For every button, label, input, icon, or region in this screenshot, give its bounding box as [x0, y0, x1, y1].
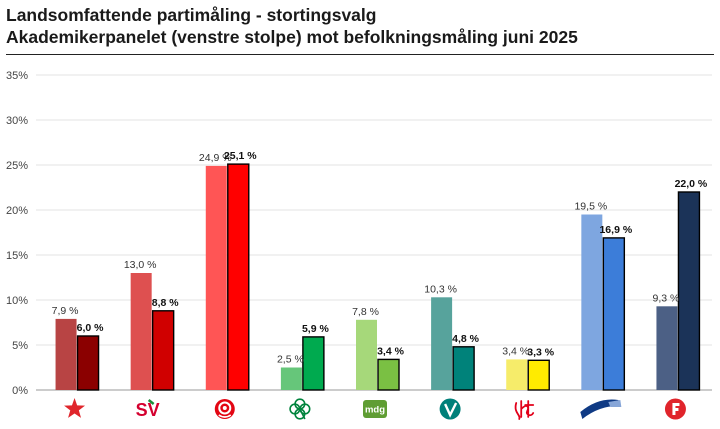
rose-icon [214, 399, 235, 419]
mdg-logo: mdg [363, 400, 387, 418]
bar-population-rødt [76, 335, 100, 391]
bar-panel-frp [656, 306, 678, 390]
hoyre-logo [580, 399, 622, 419]
y-tick-label: 15% [6, 250, 28, 262]
value-label-population: 25,1 % [224, 150, 257, 162]
value-label-population: 3,3 % [527, 346, 555, 358]
bar-panel-krf [506, 359, 528, 390]
value-label-population: 4,8 % [452, 333, 480, 345]
y-tick-label: 30% [6, 115, 28, 127]
value-label-panel: 9,3 % [653, 292, 680, 304]
bar-panel-ap [205, 165, 227, 390]
y-tick-label: 10% [6, 295, 28, 307]
frp-logo [664, 398, 686, 420]
title-block: Landsomfattende partimåling - stortingsv… [6, 4, 714, 55]
value-label-panel: 10,3 % [424, 283, 457, 295]
y-tick-label: 5% [12, 340, 28, 352]
bar-population-mdg [377, 358, 400, 391]
bar-population-krf [527, 359, 550, 391]
sv-logo-text: SV [136, 400, 160, 420]
bar-panel-rødt [55, 318, 77, 390]
party-logos: SV mdg [64, 398, 686, 420]
value-label-population: 5,9 % [302, 323, 330, 335]
value-label-panel: 7,8 % [352, 306, 379, 318]
value-label-panel: 2,5 % [277, 354, 304, 366]
y-tick-label: 0% [12, 385, 28, 397]
bar-population-venstre [452, 346, 475, 391]
chart-title: Landsomfattende partimåling - stortingsv… [6, 5, 377, 25]
value-label-panel: 19,5 % [574, 201, 607, 213]
bar-panel-sp [280, 367, 302, 390]
bar-population-sp [302, 336, 325, 391]
value-label-panel: 24,9 % [199, 152, 232, 164]
value-labels: 7,9 % 6,0 % 13,0 % 8,8 % 24,9 %25,1 % 2,5 % 5,… [52, 150, 708, 365]
value-label-panel: 7,9 % [52, 305, 79, 317]
y-tick-label: 20% [6, 205, 28, 217]
bar-population-ap [227, 163, 250, 391]
value-label-panel: 13,0 % [124, 259, 157, 271]
bar-panel-venstre [431, 297, 453, 390]
bar-panel-høyre [581, 214, 603, 390]
clover-icon [289, 398, 311, 420]
value-label-population: 22,0 % [675, 178, 708, 190]
bars [55, 163, 701, 391]
bar-population-sv [151, 310, 175, 391]
y-tick-label: 25% [6, 160, 28, 172]
sv-logo: SV [136, 399, 160, 420]
value-label-population: 6,0 % [77, 322, 105, 334]
bar-panel-sv [130, 273, 152, 390]
value-label-panel: 3,4 % [502, 345, 529, 357]
y-tick-label: 35% [6, 70, 28, 82]
krf-logo [514, 400, 535, 420]
value-label-population: 16,9 % [599, 224, 632, 236]
y-axis: 0% 5% 10% 15% 20% 25% 30% 35% [6, 70, 28, 397]
bar-panel-mdg [356, 319, 377, 390]
star-icon [64, 398, 86, 418]
bar-population-frp [677, 191, 701, 391]
value-label-population: 8,8 % [152, 297, 180, 309]
mdg-logo-text: mdg [365, 405, 385, 416]
v-logo [439, 398, 461, 420]
bar-population-høyre [602, 237, 626, 391]
value-label-population: 3,4 % [377, 345, 405, 357]
chart-subtitle: Akademikerpanelet (venstre stolpe) mot b… [6, 27, 578, 47]
